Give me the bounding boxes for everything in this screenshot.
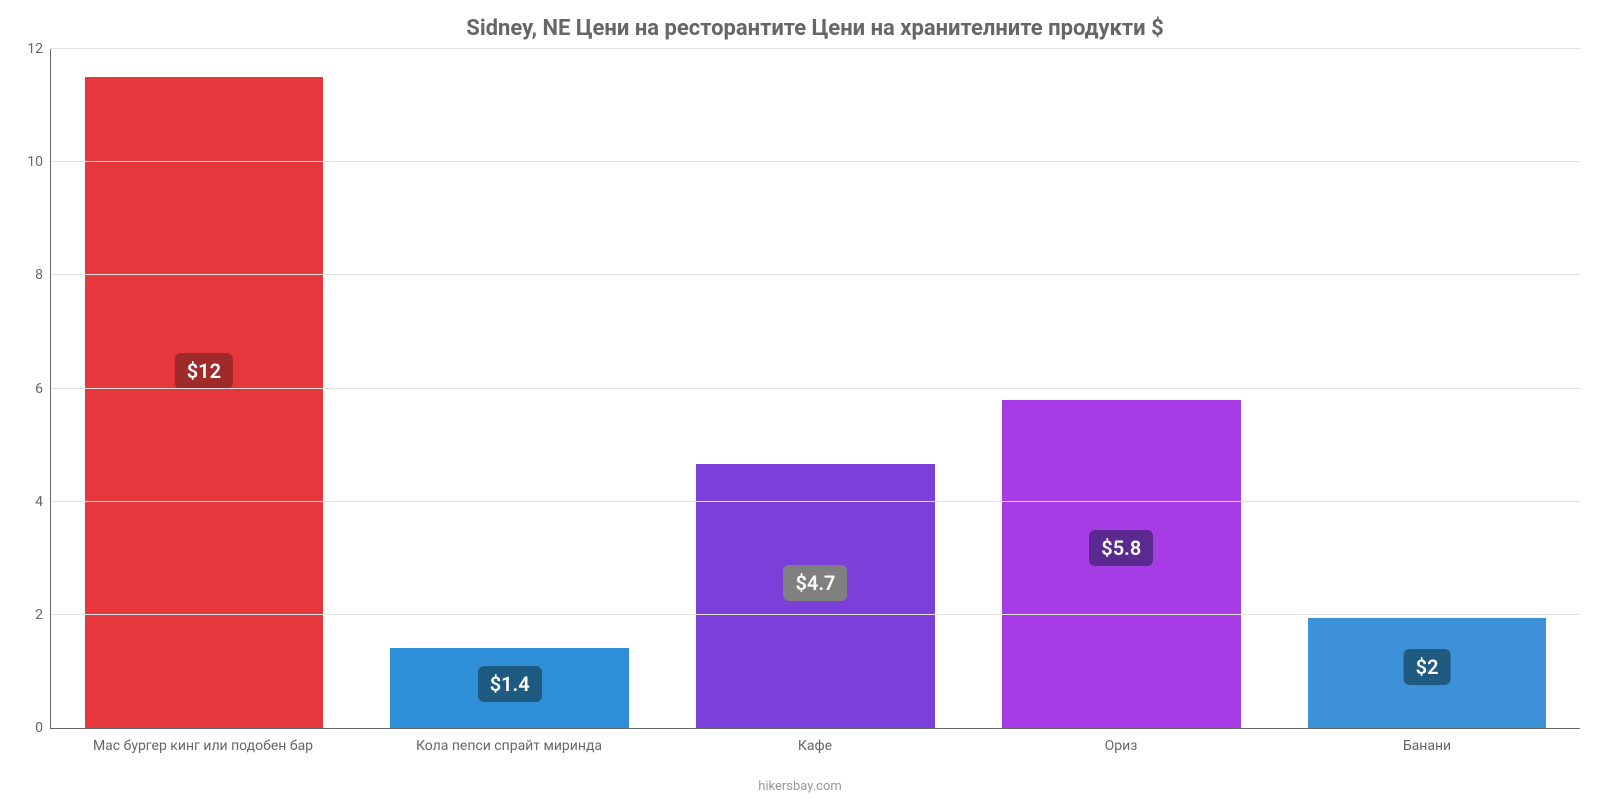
bar-slot: $5.8: [968, 49, 1274, 728]
bar-slot: $4.7: [663, 49, 969, 728]
bar: $12: [85, 77, 324, 728]
value-badge: $4.7: [784, 565, 848, 601]
bar: $5.8: [1002, 400, 1241, 728]
bar: $4.7: [696, 464, 935, 728]
x-axis-label: Кафе: [662, 732, 968, 754]
ytick-label: 0: [35, 720, 51, 736]
value-badge: $2: [1404, 649, 1451, 685]
chart-container: Sidney, NE Цени на ресторантите Цени на …: [0, 0, 1600, 800]
gridline: [51, 614, 1580, 615]
ytick-label: 4: [35, 494, 51, 510]
bars-row: $12 $1.4 $4.7 $5.8 $2: [51, 49, 1580, 728]
plot-area: $12$1.4$4.7$5.8$2 024681012: [50, 49, 1580, 729]
chart-title: Sidney, NE Цени на ресторантите Цени на …: [50, 8, 1580, 49]
bar-slot: $1.4: [357, 49, 663, 728]
gridline: [51, 48, 1580, 49]
ytick-label: 6: [35, 381, 51, 397]
bar-slot: $2: [1274, 49, 1580, 728]
gridline: [51, 501, 1580, 502]
attribution-text: hikersbay.com: [0, 779, 1600, 794]
x-axis: Мас бургер кинг или подобен барКола пепс…: [50, 732, 1580, 754]
x-axis-label: Банани: [1274, 732, 1580, 754]
bar: $1.4: [390, 648, 629, 728]
bar: $2: [1308, 618, 1547, 728]
x-axis-label: Мас бургер кинг или подобен бар: [50, 732, 356, 754]
x-axis-label: Кола пепси спрайт миринда: [356, 732, 662, 754]
gridline: [51, 388, 1580, 389]
ytick-label: 2: [35, 607, 51, 623]
value-badge: $5.8: [1089, 530, 1153, 566]
gridline: [51, 161, 1580, 162]
ytick-label: 12: [27, 41, 51, 57]
ytick-label: 10: [27, 154, 51, 170]
ytick-label: 8: [35, 267, 51, 283]
value-badge: $12: [175, 353, 233, 389]
gridline: [51, 274, 1580, 275]
value-badge: $1.4: [478, 666, 542, 702]
x-axis-label: Ориз: [968, 732, 1274, 754]
bar-slot: $12: [51, 49, 357, 728]
